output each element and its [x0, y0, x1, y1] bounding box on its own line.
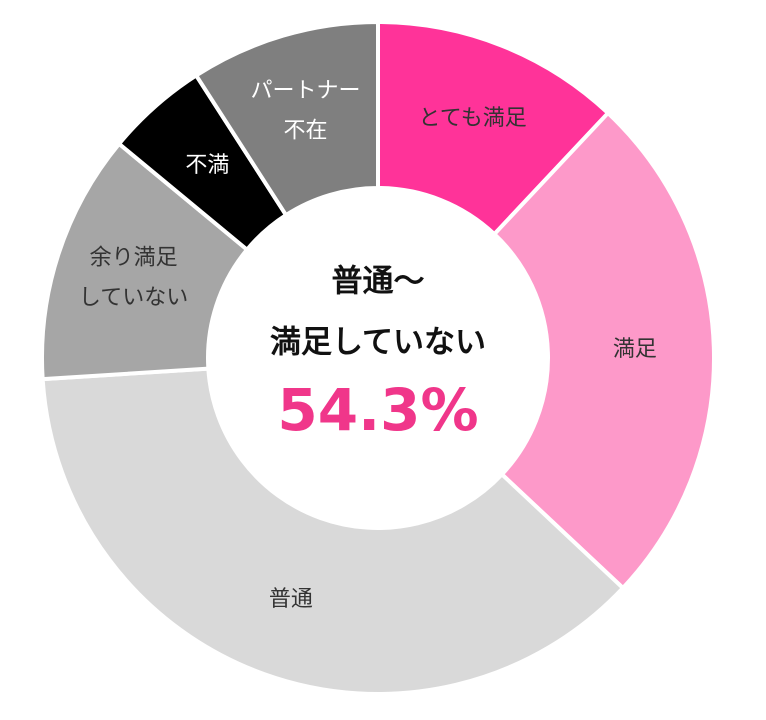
slice-label: パートナー不在 [251, 78, 361, 143]
slice-label: 満足 [613, 337, 657, 362]
donut-slice [194, 20, 380, 218]
donut-slice [40, 141, 250, 382]
center-title-line1: 普通〜 [332, 264, 425, 300]
center-title-line2: 満足していない [270, 325, 486, 361]
donut-slice [40, 366, 625, 696]
donut-slice [492, 111, 716, 591]
slice-label: とても満足 [418, 106, 526, 131]
slice-label: 普通 [269, 587, 313, 612]
slice-label: 余り満足していない [79, 246, 188, 311]
center-percentage-value: 54.3% [277, 376, 478, 444]
center-summary: 普通〜 満足していない 54.3% [270, 264, 486, 445]
donut-slices [40, 20, 716, 696]
donut-slice [376, 20, 611, 237]
slice-label: 不満 [185, 153, 229, 178]
